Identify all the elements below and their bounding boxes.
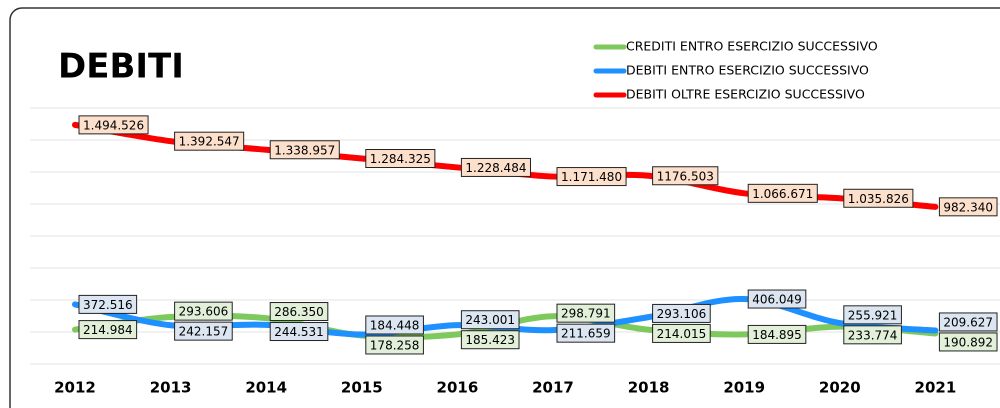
value-label: 233.774: [848, 328, 898, 342]
value-label: 214.015: [657, 327, 707, 341]
value-label: 209.627: [943, 315, 993, 329]
value-label-box: [269, 322, 329, 342]
value-label: 184.895: [752, 328, 802, 342]
value-label-box: [747, 289, 807, 309]
value-label: 1176.503: [657, 169, 714, 183]
value-label: 244.531: [274, 325, 324, 339]
x-tick-label: 2016: [437, 379, 479, 397]
value-label-box: [843, 188, 914, 208]
value-label: 1.338.957: [274, 143, 335, 157]
value-label-box: [365, 149, 436, 169]
value-label-box: [843, 325, 902, 345]
value-label: 184.448: [370, 318, 420, 332]
value-label-box: [652, 166, 719, 186]
x-tick-label: 2021: [915, 379, 957, 397]
legend-label: DEBITI OLTRE ESERCIZIO SUCCESSIVO: [626, 87, 865, 102]
value-label: 372.516: [83, 298, 133, 312]
value-label-box: [556, 303, 616, 323]
value-label: 214.984: [83, 323, 133, 337]
x-tick-label: 2013: [150, 379, 192, 397]
value-label-box: [652, 303, 711, 323]
value-label: 242.157: [179, 325, 229, 339]
value-label: 211.659: [561, 327, 611, 341]
value-label: 982.340: [943, 200, 993, 214]
x-tick-label: 2017: [532, 379, 574, 397]
value-label: 1.494.526: [83, 118, 144, 132]
value-label-box: [174, 321, 233, 341]
value-label: 178.258: [370, 338, 420, 352]
value-label: 1.228.484: [465, 161, 526, 175]
value-label-box: [460, 157, 531, 177]
value-label: 298.791: [561, 307, 611, 321]
value-label-box: [174, 131, 245, 151]
x-tick-label: 2015: [341, 379, 383, 397]
value-label: 1.392.547: [179, 135, 240, 149]
value-label: 1.035.826: [848, 192, 909, 206]
x-tick-label: 2020: [819, 379, 861, 397]
value-label: 1.171.480: [561, 170, 622, 184]
x-tick-label: 2019: [723, 379, 765, 397]
value-label-box: [747, 183, 818, 203]
value-label-box: [652, 323, 711, 343]
value-label-box: [365, 315, 424, 335]
value-label: 293.606: [179, 305, 229, 319]
value-label-box: [938, 332, 998, 352]
value-label: 255.921: [848, 308, 898, 322]
x-tick-label: 2018: [628, 379, 670, 397]
value-label-box: [460, 310, 520, 330]
value-label: 406.049: [752, 293, 802, 307]
legend-label: CREDITI ENTRO ESERCIZIO SUCCESSIVO: [626, 39, 878, 54]
value-label-box: [78, 294, 138, 314]
value-label: 1.284.325: [370, 152, 431, 166]
value-label: 286.350: [274, 305, 324, 319]
value-label-box: [269, 140, 340, 160]
x-tick-label: 2014: [245, 379, 287, 397]
value-label: 190.892: [943, 335, 993, 349]
value-label-box: [843, 305, 902, 325]
value-label: 1.066.671: [752, 187, 813, 201]
value-label-box: [556, 167, 627, 187]
value-label-box: [174, 301, 233, 321]
value-label-box: [938, 312, 998, 332]
chart-title: DEBITI: [58, 47, 184, 87]
value-label-box: [938, 197, 998, 217]
value-label: 293.106: [657, 307, 707, 321]
value-label-box: [365, 335, 424, 355]
value-label-box: [78, 115, 149, 135]
value-label-box: [556, 323, 616, 343]
legend-label: DEBITI ENTRO ESERCIZIO SUCCESSIVO: [626, 63, 869, 78]
value-label-box: [78, 320, 138, 340]
value-label-box: [269, 302, 329, 322]
x-tick-label: 2012: [54, 379, 96, 397]
value-label: 243.001: [465, 313, 515, 327]
value-label-box: [747, 324, 807, 344]
value-label: 185.423: [465, 333, 515, 347]
value-label-box: [460, 330, 520, 350]
